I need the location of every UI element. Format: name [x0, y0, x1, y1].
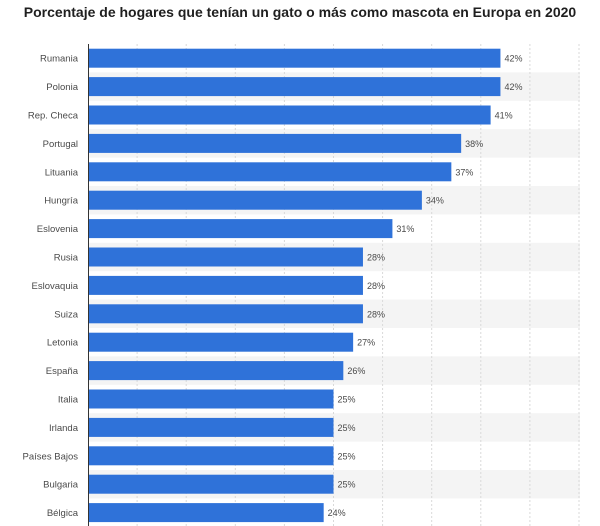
value-label: 38%	[465, 139, 483, 149]
bar-eslovaquia	[88, 275, 363, 295]
value-label: 25%	[338, 423, 356, 433]
value-label: 25%	[338, 395, 356, 405]
category-label: Eslovenia	[37, 224, 79, 235]
value-label: 28%	[367, 281, 385, 291]
bar-letonia	[88, 332, 354, 352]
value-label: 25%	[338, 451, 356, 461]
bar-rumania	[88, 48, 501, 68]
category-label: Letonia	[47, 338, 79, 349]
category-label: Portugal	[43, 139, 78, 150]
category-label: Italia	[58, 395, 79, 406]
value-label: 28%	[367, 253, 385, 263]
bar-bulgaria	[88, 474, 334, 494]
category-label: Eslovaquia	[32, 281, 79, 292]
value-label: 37%	[455, 167, 473, 177]
bar-eslovenia	[88, 219, 393, 239]
value-label: 42%	[504, 82, 522, 92]
category-label: Irlanda	[49, 423, 79, 434]
category-label: Hungría	[44, 196, 79, 207]
value-label: 25%	[338, 480, 356, 490]
value-label: 34%	[426, 196, 444, 206]
value-label: 26%	[347, 366, 365, 376]
bar-lituania	[88, 162, 452, 182]
category-label: Polonia	[46, 82, 78, 93]
category-label: España	[46, 366, 79, 377]
category-label: Suiza	[54, 309, 78, 320]
bar-suiza	[88, 304, 363, 324]
category-label: Lituania	[45, 167, 79, 178]
bar-portugal	[88, 133, 462, 153]
value-label: 31%	[396, 224, 414, 234]
category-label: Países Bajos	[23, 451, 79, 462]
bar-italia	[88, 389, 334, 409]
value-label: 27%	[357, 338, 375, 348]
bar-pa-ses-bajos	[88, 446, 334, 466]
bar-hungr-a	[88, 190, 422, 210]
bar-polonia	[88, 77, 501, 97]
category-label: Rep. Checa	[28, 111, 79, 122]
bar-b-lgica	[88, 503, 324, 523]
bar-rep-checa	[88, 105, 491, 125]
value-label: 41%	[495, 111, 513, 121]
category-label: Rumania	[40, 54, 79, 65]
value-label: 28%	[367, 309, 385, 319]
category-label: Bulgaria	[43, 480, 79, 491]
value-label: 24%	[328, 508, 346, 518]
category-label: Rusia	[54, 253, 79, 264]
category-label: Bélgica	[47, 508, 79, 519]
value-label: 42%	[504, 54, 522, 64]
chart-title: Porcentaje de hogares que tenían un gato…	[23, 4, 577, 20]
bar-rusia	[88, 247, 363, 267]
bar-espa-a	[88, 361, 344, 381]
bar-irlanda	[88, 417, 334, 437]
